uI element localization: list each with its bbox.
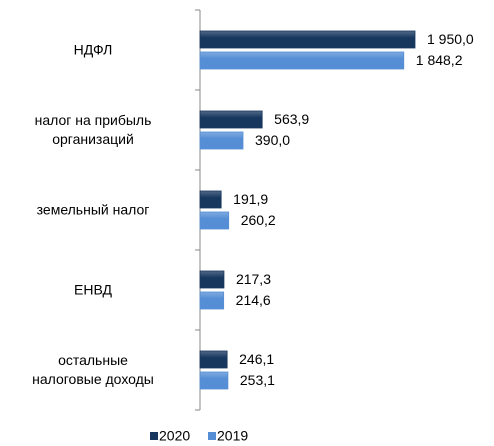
value-label: 253,1: [240, 372, 275, 388]
bar: [199, 350, 228, 369]
category-label: ЕНВД: [74, 281, 112, 298]
value-label: 1 848,2: [416, 52, 463, 68]
value-label: 214,6: [236, 292, 271, 308]
value-label: 390,0: [255, 132, 290, 148]
bar: [199, 371, 229, 390]
bar: [199, 270, 225, 289]
legend-swatch: [150, 432, 158, 440]
bar: [199, 190, 222, 209]
value-label: 1 950,0: [427, 31, 474, 47]
bar: [199, 110, 263, 129]
bar: [199, 131, 244, 150]
category-label: налог на прибыль организаций: [34, 112, 152, 147]
bar: [199, 291, 225, 310]
value-label: 563,9: [274, 111, 309, 127]
bar: [199, 30, 416, 49]
category-label: земельный налог: [36, 201, 150, 218]
category-label: НДФЛ: [73, 41, 113, 58]
legend-label: 2019: [217, 428, 248, 444]
value-label: 217,3: [236, 271, 271, 287]
bar: [199, 51, 405, 70]
category-label: остальные налоговые доходы: [32, 352, 154, 387]
value-label: 191,9: [233, 191, 268, 207]
value-label: 260,2: [241, 212, 276, 228]
bar: [199, 211, 230, 230]
legend-swatch: [208, 432, 216, 440]
legend-label: 2020: [159, 428, 190, 444]
value-label: 246,1: [239, 351, 274, 367]
